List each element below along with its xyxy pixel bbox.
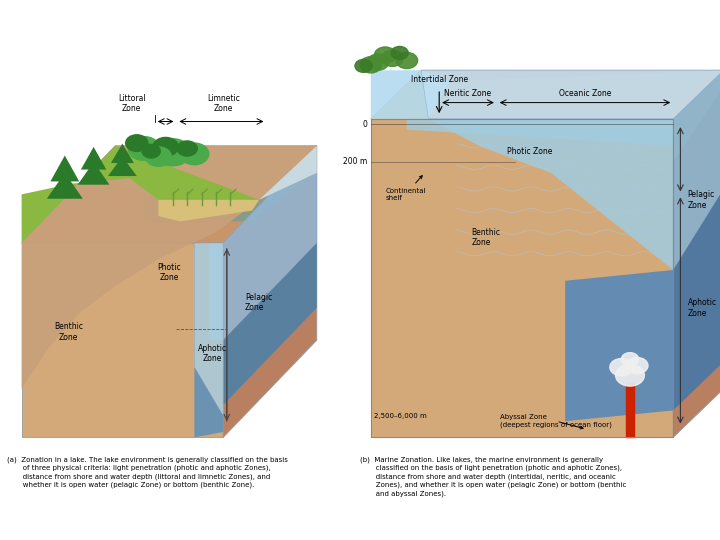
- Text: Aphotic
Zone: Aphotic Zone: [688, 298, 716, 318]
- Text: Photic Zone: Photic Zone: [506, 147, 552, 156]
- Text: Limnetic
Zone: Limnetic Zone: [207, 94, 240, 113]
- Polygon shape: [673, 70, 720, 437]
- Text: (b)  Marine Zonation. Like lakes, the marine environment is generally
       cla: (b) Marine Zonation. Like lakes, the mar…: [360, 456, 626, 497]
- Text: 2,500–6,000 m: 2,500–6,000 m: [374, 413, 427, 419]
- Polygon shape: [108, 157, 137, 176]
- Text: Aphotic
Zone: Aphotic Zone: [198, 344, 227, 363]
- Polygon shape: [259, 146, 317, 200]
- Circle shape: [145, 147, 171, 166]
- Circle shape: [360, 57, 382, 73]
- Polygon shape: [22, 146, 259, 389]
- Text: Photic
Zone: Photic Zone: [158, 263, 181, 282]
- Text: Continental
shelf: Continental shelf: [385, 176, 426, 201]
- Polygon shape: [223, 146, 317, 437]
- Polygon shape: [371, 70, 450, 119]
- Circle shape: [180, 143, 209, 165]
- Polygon shape: [81, 147, 107, 170]
- Polygon shape: [371, 119, 673, 437]
- Text: Neritic Zone: Neritic Zone: [444, 89, 492, 98]
- Circle shape: [177, 141, 197, 156]
- Polygon shape: [673, 70, 720, 270]
- Polygon shape: [115, 146, 317, 211]
- Polygon shape: [78, 162, 109, 185]
- Circle shape: [391, 46, 408, 59]
- Text: Pelagic
Zone: Pelagic Zone: [688, 190, 715, 210]
- Circle shape: [382, 50, 403, 66]
- Polygon shape: [194, 367, 223, 437]
- Circle shape: [126, 135, 148, 151]
- Text: Intertidal Zone: Intertidal Zone: [410, 75, 468, 84]
- Polygon shape: [407, 119, 673, 146]
- Polygon shape: [407, 70, 720, 437]
- Circle shape: [155, 139, 191, 166]
- Circle shape: [396, 52, 418, 69]
- Text: Benthic
Zone: Benthic Zone: [54, 322, 83, 342]
- Polygon shape: [223, 146, 317, 340]
- Polygon shape: [22, 243, 223, 437]
- Circle shape: [626, 357, 648, 374]
- Circle shape: [610, 359, 633, 376]
- Polygon shape: [371, 70, 720, 119]
- Polygon shape: [194, 243, 223, 416]
- Bar: [371, 119, 673, 437]
- Circle shape: [153, 137, 179, 157]
- Circle shape: [142, 144, 161, 158]
- Polygon shape: [223, 243, 317, 405]
- Bar: [626, 383, 634, 437]
- Text: Abyssal Zone
(deepest regions of ocean floor): Abyssal Zone (deepest regions of ocean f…: [500, 415, 612, 429]
- Polygon shape: [565, 270, 673, 421]
- Circle shape: [374, 47, 396, 63]
- Polygon shape: [144, 146, 317, 221]
- Polygon shape: [421, 70, 720, 119]
- Circle shape: [621, 353, 639, 366]
- Polygon shape: [158, 200, 259, 221]
- Text: Littoral
Zone: Littoral Zone: [118, 94, 145, 113]
- Polygon shape: [22, 146, 317, 243]
- Polygon shape: [47, 173, 83, 199]
- Circle shape: [355, 59, 372, 72]
- Polygon shape: [371, 70, 450, 119]
- Text: (a)  Zonation in a lake. The lake environment is generally classified on the bas: (a) Zonation in a lake. The lake environ…: [7, 456, 288, 488]
- Polygon shape: [22, 146, 259, 243]
- Polygon shape: [209, 243, 223, 340]
- Circle shape: [128, 137, 160, 160]
- Text: 200 m: 200 m: [343, 158, 367, 166]
- Text: Oceanic Zone: Oceanic Zone: [559, 89, 611, 98]
- Text: 0: 0: [362, 120, 367, 129]
- Polygon shape: [673, 189, 720, 410]
- Circle shape: [367, 54, 389, 70]
- Polygon shape: [50, 156, 79, 181]
- Circle shape: [616, 364, 644, 386]
- Polygon shape: [111, 144, 134, 163]
- Polygon shape: [428, 119, 673, 270]
- Text: Benthic
Zone: Benthic Zone: [472, 228, 500, 247]
- Text: Pelagic
Zone: Pelagic Zone: [245, 293, 272, 312]
